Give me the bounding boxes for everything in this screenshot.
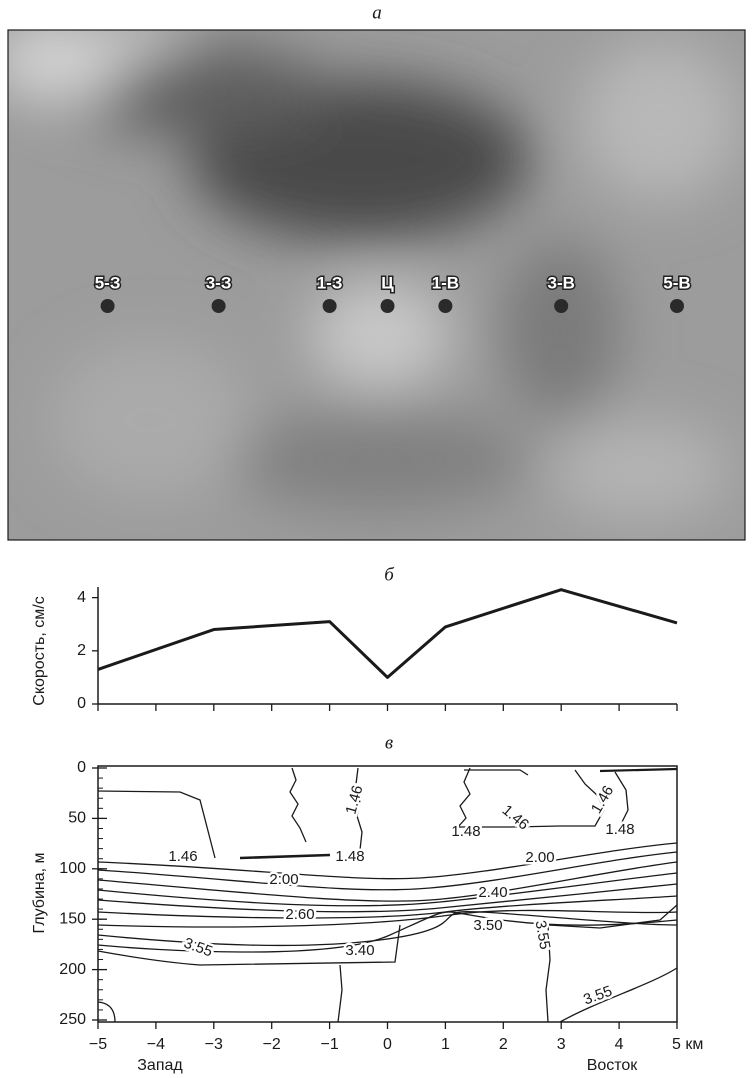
- station-label: 3-В: [547, 273, 574, 292]
- contour-label: 1.48: [335, 848, 364, 865]
- station-point: [438, 299, 453, 313]
- contour-lines: [97, 767, 678, 1023]
- contour-label: 2:00: [269, 871, 298, 888]
- contour-label: 2.60: [285, 906, 314, 923]
- x-tick-label: −5: [89, 1036, 107, 1053]
- panel-title: в: [385, 732, 393, 753]
- station-point: [211, 299, 226, 313]
- contour-line: [97, 910, 678, 947]
- panel-title: а: [372, 2, 382, 23]
- satellite-image: [8, 30, 745, 540]
- y-tick-label: 0: [77, 695, 86, 712]
- contour-line: [97, 851, 678, 891]
- x-tick-label: 1: [441, 1036, 450, 1053]
- station-point: [670, 299, 684, 313]
- y-tick-label: 250: [59, 1011, 86, 1028]
- contour-line: [289, 767, 307, 843]
- station-label: Ц: [381, 273, 394, 292]
- station-label: 5-В: [663, 273, 690, 292]
- contour-line: [599, 767, 678, 773]
- x-tick-label: −4: [147, 1036, 165, 1053]
- x-tick-label: 3: [557, 1036, 566, 1053]
- x-axis-label: Запад: [137, 1057, 183, 1074]
- station-point: [554, 299, 569, 313]
- y-axis-label: Глубина, м: [31, 852, 48, 933]
- contour-line: [239, 853, 331, 860]
- station-label: 5-З: [95, 273, 121, 292]
- speed-line: [97, 588, 678, 679]
- contour-line: [97, 842, 678, 880]
- station-label: 1-З: [317, 273, 343, 292]
- contour-label: 1.46: [499, 802, 532, 834]
- contour-label: 2.40: [478, 884, 507, 901]
- contour-line: [614, 771, 629, 827]
- contour-line: [97, 861, 678, 902]
- panel-title: б: [384, 564, 395, 585]
- contour-line: [97, 895, 678, 919]
- x-tick-label: −1: [320, 1036, 338, 1053]
- contour-line: [97, 872, 678, 907]
- contour-label: 3.55: [182, 935, 215, 961]
- contour-label: 3.50: [473, 917, 502, 934]
- x-tick-label: −3: [205, 1036, 223, 1053]
- contour-label: 3.40: [345, 942, 374, 959]
- station-label: 3-З: [206, 273, 232, 292]
- x-tick-label: 2: [499, 1036, 508, 1053]
- image-frame: [7, 29, 746, 541]
- y-tick-label: 0: [77, 759, 86, 776]
- station-label: 1-В: [432, 273, 459, 292]
- contour-line: [456, 767, 561, 828]
- y-axis-label: Скорость, см/с: [31, 596, 48, 705]
- contour-line: [464, 769, 529, 776]
- y-tick-label: 200: [59, 961, 86, 978]
- x-tick-label: 5 км: [672, 1036, 703, 1053]
- y-tick-label: 100: [59, 860, 86, 877]
- station-point: [380, 299, 395, 313]
- contour-line: [560, 769, 605, 827]
- contour-line: [97, 924, 401, 966]
- contour-line: [97, 883, 678, 913]
- x-axis-label: Восток: [587, 1057, 639, 1074]
- contour-line: [97, 909, 678, 928]
- contour-line: [97, 911, 678, 953]
- contour-line: [355, 767, 363, 851]
- x-tick-label: −2: [263, 1036, 281, 1053]
- y-tick-label: 50: [68, 810, 86, 827]
- contour-line: [337, 964, 343, 1023]
- contour-label: 1.46: [342, 784, 366, 817]
- contour-label: 1.46: [588, 783, 617, 817]
- contour-line: [559, 967, 678, 1023]
- y-tick-label: 150: [59, 910, 86, 927]
- x-tick-label: 0: [383, 1036, 392, 1053]
- contour-label: 1.48: [451, 823, 480, 840]
- station-point: [100, 299, 115, 313]
- y-tick-label: 4: [77, 589, 86, 606]
- x-tick-label: 4: [615, 1036, 624, 1053]
- contour-line: [97, 790, 216, 859]
- contour-line: [545, 904, 678, 1023]
- contour-line: [97, 1001, 116, 1023]
- y-tick-label: 2: [77, 642, 86, 659]
- contour-label: 1.48: [605, 821, 634, 838]
- contour-label: 2.00: [525, 849, 554, 866]
- station-point: [322, 299, 337, 313]
- contour-label: 1.46: [168, 848, 197, 865]
- contour-label: 3.55: [532, 919, 554, 951]
